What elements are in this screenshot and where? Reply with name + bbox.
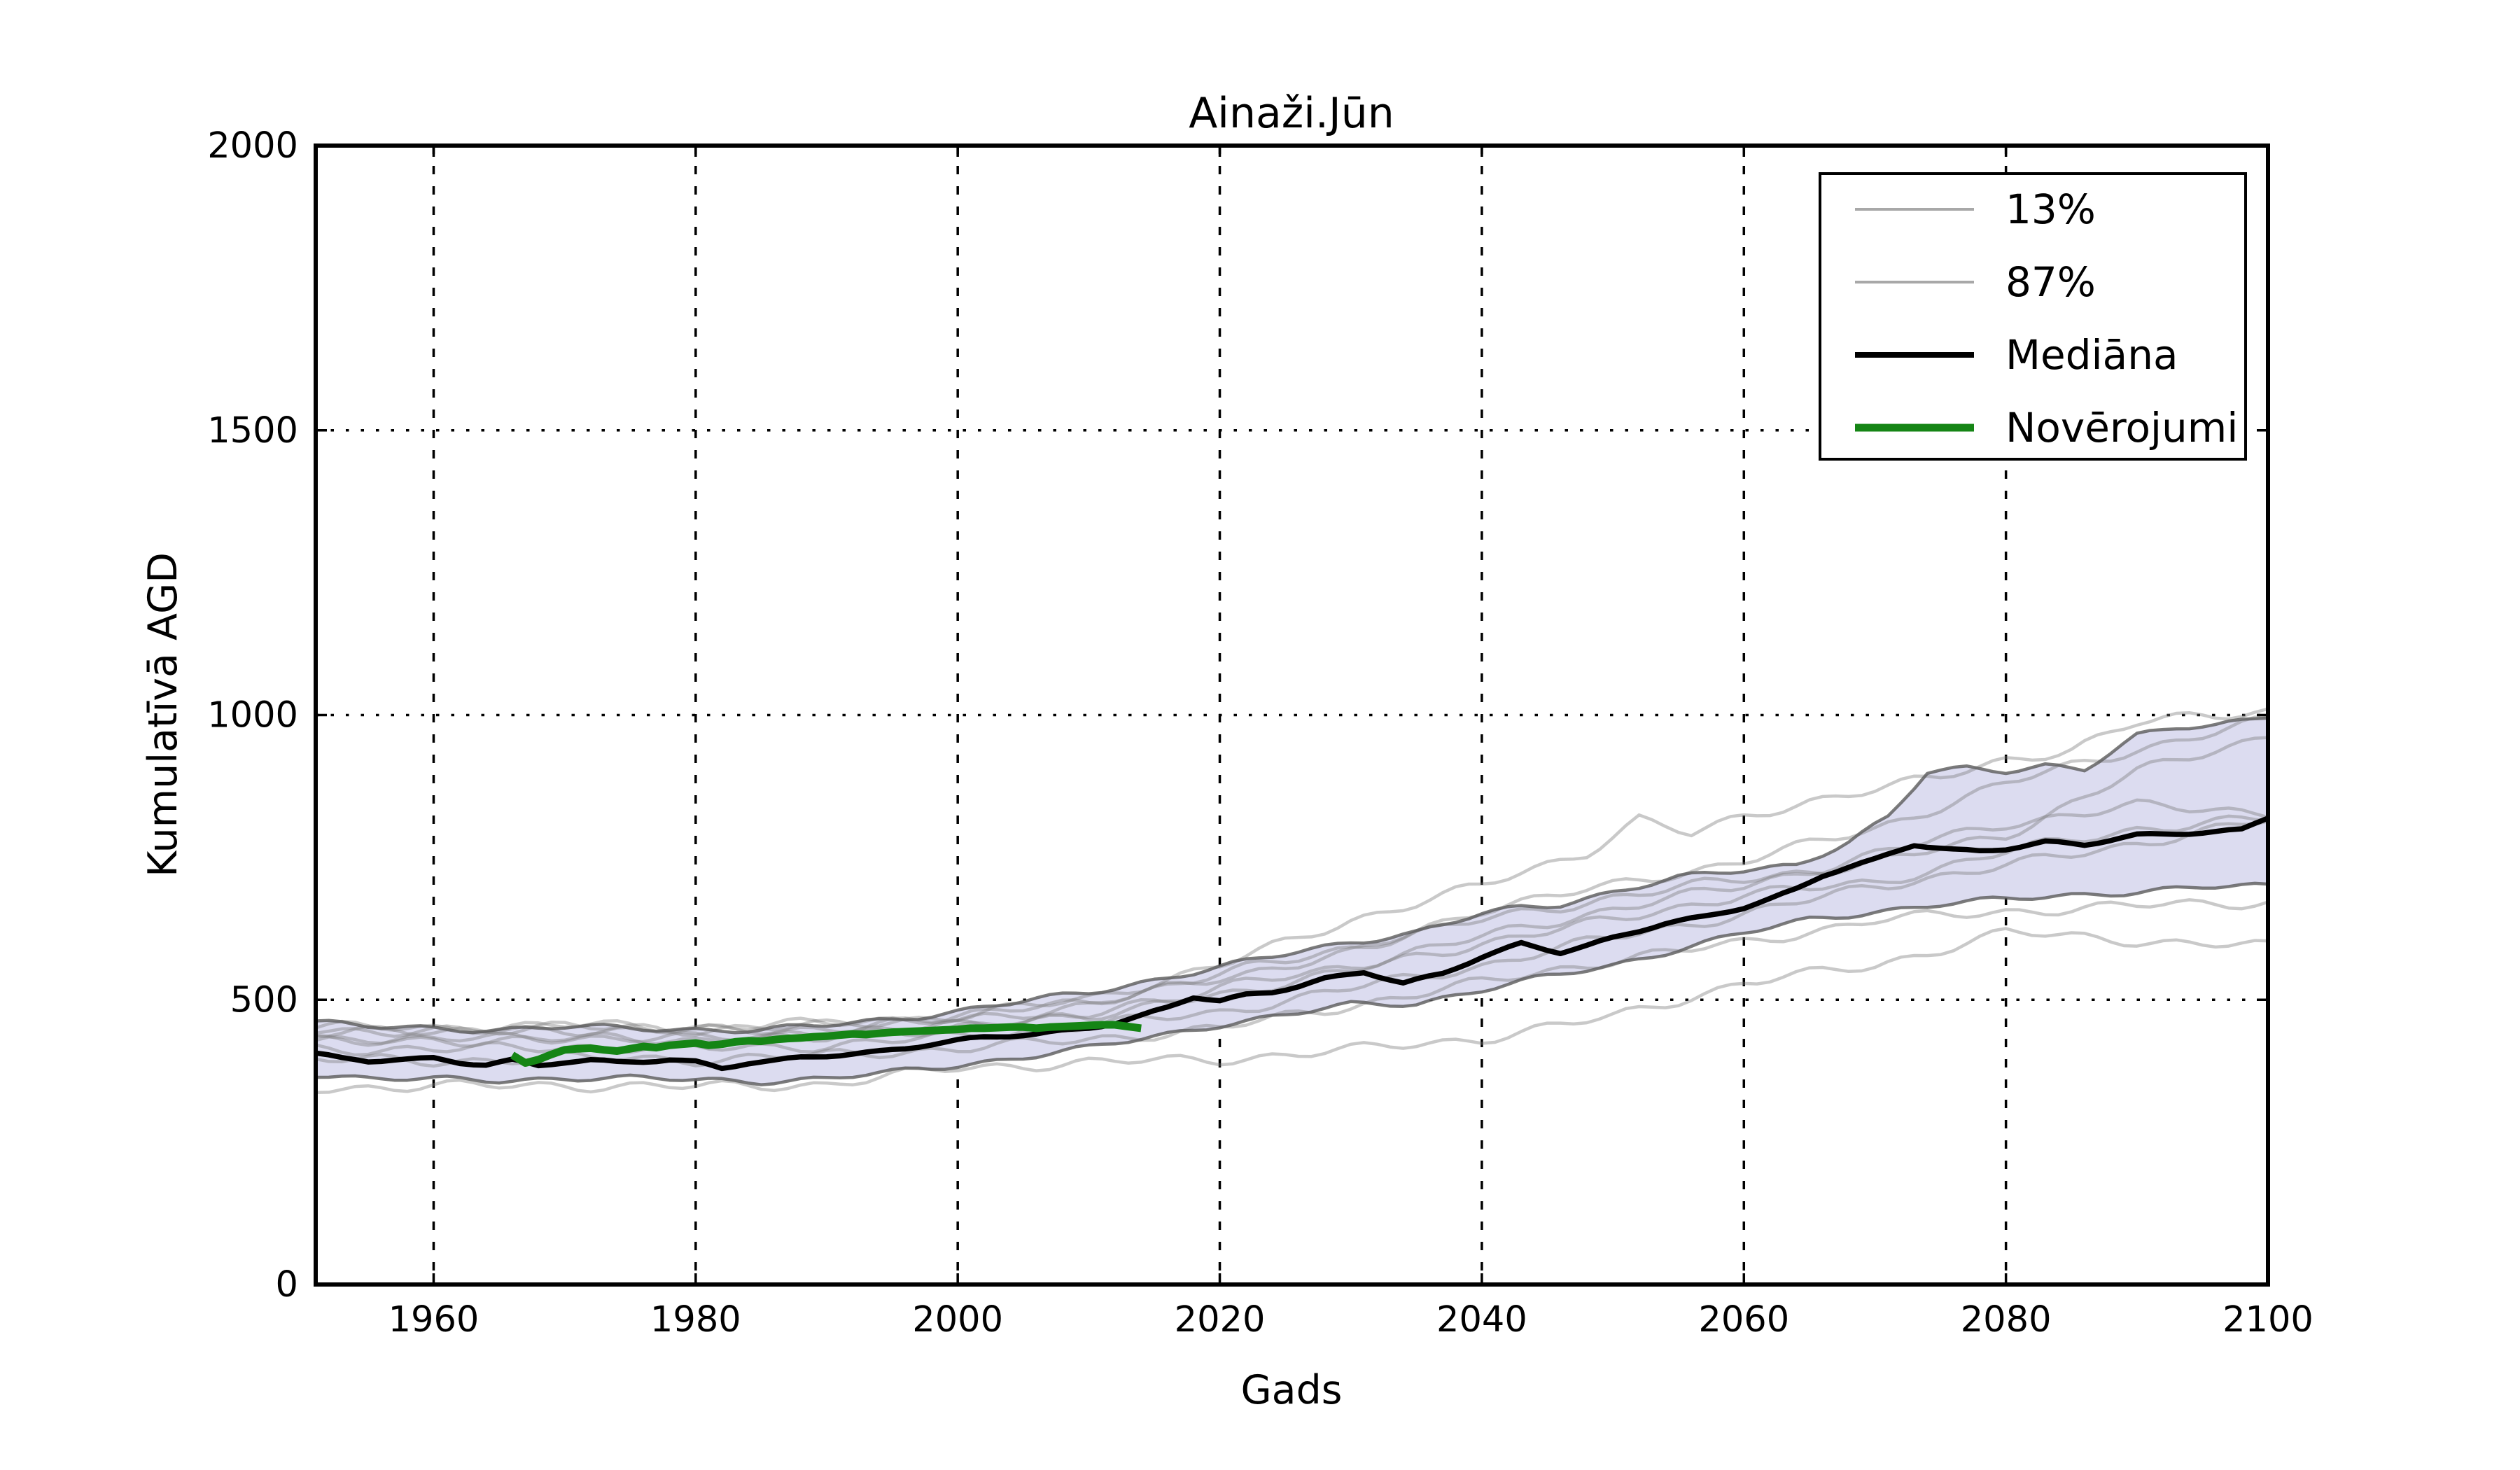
- y-tick-label: 500: [230, 979, 298, 1021]
- ensemble-line: [316, 814, 2268, 1047]
- x-tick-label: 2080: [1961, 1299, 2052, 1340]
- y-tick-label: 1500: [207, 410, 298, 451]
- observations-line: [510, 1021, 1142, 1067]
- x-tick-label: 1980: [650, 1299, 741, 1340]
- x-tick-label: 2100: [2222, 1299, 2314, 1340]
- legend-label-noverojumi: Novērojumi: [2005, 404, 2238, 451]
- legend-label-87pct: 87%: [2005, 258, 2096, 306]
- y-tick-label: 1000: [207, 695, 298, 736]
- quantile-87-line: [316, 716, 2268, 1035]
- legend-box: [1819, 172, 2247, 461]
- x-tick-labels: 1960 1980 2000 2020 2040 2060 2080 2100: [388, 1299, 2314, 1340]
- y-tick-labels: 0 500 1000 1500 2000: [207, 125, 298, 1306]
- chart-title: Ainaži.Jūn: [1189, 89, 1394, 138]
- x-tick-label: 2040: [1436, 1299, 1527, 1340]
- legend-label-13pct: 13%: [2005, 186, 2096, 233]
- x-tick-label: 1960: [388, 1299, 479, 1340]
- plot-data-area: [316, 707, 2268, 1095]
- x-tick-label: 2000: [912, 1299, 1003, 1340]
- ensemble-line: [316, 707, 2268, 1038]
- quantile-band-fill: [316, 718, 2268, 1085]
- ensemble-line: [316, 927, 2268, 1095]
- plot-frame: [314, 144, 2270, 1287]
- legend-label-mediana: Mediāna: [2005, 331, 2178, 379]
- ensemble-line: [316, 798, 2268, 1048]
- y-tick-label: 0: [276, 1264, 298, 1306]
- legend: 13% 87% Mediāna Novērojumi: [1819, 172, 2247, 461]
- y-axis-label: Kumulatīvā AGD: [140, 552, 186, 877]
- median-line: [316, 816, 2268, 1072]
- ensemble-line: [316, 898, 2268, 1068]
- quantile-13-line: [316, 881, 2268, 1086]
- y-tick-label: 2000: [207, 125, 298, 167]
- x-axis-label: Gads: [1241, 1367, 1343, 1413]
- x-tick-label: 2020: [1175, 1299, 1266, 1340]
- x-tick-label: 2060: [1698, 1299, 1789, 1340]
